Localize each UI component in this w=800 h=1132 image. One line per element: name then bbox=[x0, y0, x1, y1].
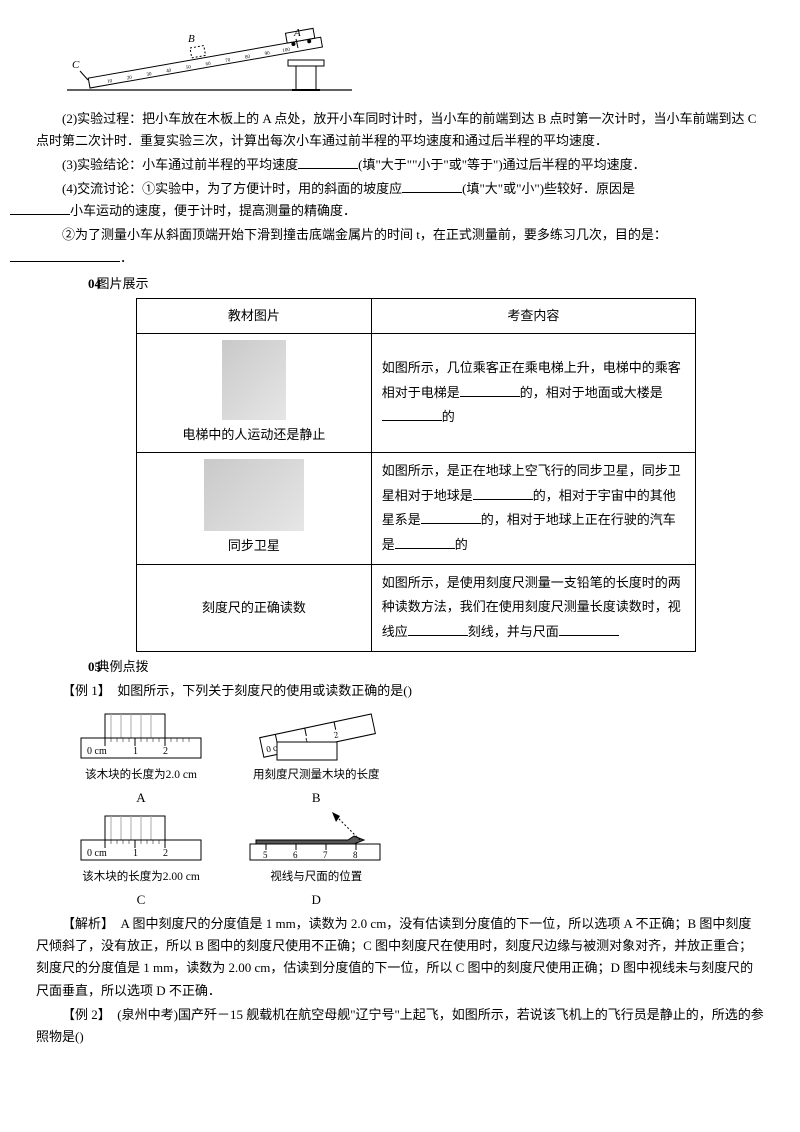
opt-d-letter: D bbox=[231, 889, 401, 911]
q4-blank3[interactable] bbox=[10, 249, 120, 262]
row1-content: 如图所示，几位乘客正在乘电梯上升，电梯中的乘客相对于电梯是的，相对于地面或大楼是… bbox=[371, 333, 695, 452]
q2-text: (2)实验过程：把小车放在木板上的 A 点处，放开小车同时计时，当小车的前端到达… bbox=[36, 108, 764, 152]
q3-post: (填"大于""小于"或"等于")通过后半程的平均速度． bbox=[358, 157, 646, 172]
row3-blank2[interactable] bbox=[559, 623, 619, 636]
q3-blank[interactable] bbox=[298, 156, 358, 169]
opt-d-cap: 视线与尺面的位置 bbox=[231, 868, 401, 888]
example-1: 【例 1】 如图所示，下列关于刻度尺的使用或读数正确的是() bbox=[36, 680, 764, 702]
opt-b-cap: 用刻度尺测量木块的长度 bbox=[231, 766, 401, 786]
row2-d: 的 bbox=[455, 537, 468, 552]
row1-blank2[interactable] bbox=[382, 408, 442, 421]
section-05: 05 典例点拨 bbox=[36, 656, 764, 678]
section-04: 04 图片展示 bbox=[36, 273, 764, 295]
opt-b-letter: B bbox=[231, 787, 401, 809]
label-b: B bbox=[188, 33, 195, 45]
row2-blank1[interactable] bbox=[473, 487, 533, 500]
ruler-options: 0 cm 1 2 该木块的长度为2.0 cm A 0 cm 1 2 bbox=[56, 708, 764, 911]
analysis: 【解析】 A 图中刻度尺的分度值是 1 mm，读数为 2.0 cm，没有估读到分… bbox=[36, 913, 764, 1001]
table-row: 同步卫星 如图所示，是正在地球上空飞行的同步卫星，同步卫星相对于地球是的，相对于… bbox=[137, 452, 696, 564]
row1-b: 的，相对于地面或大楼是 bbox=[520, 385, 663, 400]
q4-line2-text: ②为了测量小车从斜面顶端开始下滑到撞击底端金属片的时间 t，在正式测量前，要多练… bbox=[62, 227, 667, 242]
svg-text:6: 6 bbox=[293, 850, 298, 860]
option-b: 0 cm 1 2 用刻度尺测量木块的长度 B bbox=[231, 708, 401, 810]
ex2-label: 【例 2】 bbox=[62, 1007, 104, 1022]
opt-a-letter: A bbox=[56, 787, 226, 809]
ex2-text: (泉州中考)国产歼－15 舰载机在航空母舰"辽宁号"上起飞，如图所示，若说该飞机… bbox=[36, 1007, 764, 1044]
q4-blank2[interactable] bbox=[10, 202, 70, 215]
q3-text: (3)实验结论：小车通过前半程的平均速度 (填"大于""小于"或"等于")通过后半… bbox=[36, 154, 764, 176]
ex1-label: 【例 1】 bbox=[62, 683, 104, 698]
sec05-title: 典例点拨 bbox=[96, 659, 148, 674]
svg-text:1: 1 bbox=[133, 848, 138, 859]
example-2: 【例 2】 (泉州中考)国产歼－15 舰载机在航空母舰"辽宁号"上起飞，如图所示… bbox=[36, 1004, 764, 1048]
q4-line1-post: 小车运动的速度，便于计时，提高测量的精确度． bbox=[70, 203, 356, 218]
svg-text:2: 2 bbox=[163, 746, 168, 757]
table-row: 电梯中的人运动还是静止 如图所示，几位乘客正在乘电梯上升，电梯中的乘客相对于电梯… bbox=[137, 333, 696, 452]
opt-c-letter: C bbox=[56, 889, 226, 911]
q4-line1: (4)交流讨论：①实验中，为了方便计时，用的斜面的坡度应 (填"大"或"小")些较… bbox=[36, 178, 764, 222]
row1-c: 的 bbox=[442, 409, 455, 424]
table-row: 刻度尺的正确读数 如图所示，是使用刻度尺测量一支铅笔的长度时的两种读数方法，我们… bbox=[137, 564, 696, 651]
opt-c-cap: 该木块的长度为2.00 cm bbox=[56, 868, 226, 888]
sec04-no: 04 bbox=[62, 273, 93, 295]
row2-caption: 同步卫星 bbox=[147, 535, 361, 557]
q4-blank1[interactable] bbox=[402, 180, 462, 193]
label-c: C bbox=[72, 59, 80, 71]
option-d: 5 6 7 8 视线与尺面的位置 D bbox=[231, 810, 401, 912]
svg-text:0 cm: 0 cm bbox=[87, 848, 107, 859]
svg-text:2: 2 bbox=[163, 848, 168, 859]
svg-text:1: 1 bbox=[133, 746, 138, 757]
svg-text:0 cm: 0 cm bbox=[87, 746, 107, 757]
row3-blank1[interactable] bbox=[408, 623, 468, 636]
row3-content: 如图所示，是使用刻度尺测量一支铅笔的长度时的两种读数方法，我们在使用刻度尺测量长… bbox=[371, 564, 695, 651]
option-a: 0 cm 1 2 该木块的长度为2.0 cm A bbox=[56, 708, 226, 810]
svg-text:8: 8 bbox=[353, 850, 358, 860]
th-left: 教材图片 bbox=[137, 298, 372, 333]
row1-blank1[interactable] bbox=[460, 384, 520, 397]
sec04-title: 图片展示 bbox=[96, 276, 148, 291]
row3-caption: 刻度尺的正确读数 bbox=[147, 575, 361, 641]
row2-content: 如图所示，是正在地球上空飞行的同步卫星，同步卫星相对于地球是的，相对于宇宙中的其… bbox=[371, 452, 695, 564]
analysis-text: A 图中刻度尺的分度值是 1 mm，读数为 2.0 cm，没有估读到分度值的下一… bbox=[36, 916, 753, 997]
satellite-image bbox=[204, 459, 304, 531]
elevator-image bbox=[222, 340, 286, 420]
label-a: A bbox=[293, 27, 301, 39]
row1-caption: 电梯中的人运动还是静止 bbox=[147, 424, 361, 446]
option-c: 0 cm 1 2 该木块的长度为2.00 cm C bbox=[56, 810, 226, 912]
image-table: 教材图片 考查内容 电梯中的人运动还是静止 如图所示，几位乘客正在乘电梯上升，电… bbox=[136, 298, 696, 652]
ramp-diagram: 102030 405060 708090 100 A B C bbox=[62, 18, 362, 98]
q4-line2: ②为了测量小车从斜面顶端开始下滑到撞击底端金属片的时间 t，在正式测量前，要多练… bbox=[36, 224, 764, 268]
svg-text:5: 5 bbox=[263, 850, 268, 860]
q4-line1-mid: (填"大"或"小")些较好．原因是 bbox=[462, 181, 635, 196]
th-right: 考查内容 bbox=[371, 298, 695, 333]
q4-line2-end: ． bbox=[120, 250, 133, 265]
q3-pre: (3)实验结论：小车通过前半程的平均速度 bbox=[62, 157, 298, 172]
opt-a-cap: 该木块的长度为2.0 cm bbox=[56, 766, 226, 786]
svg-text:7: 7 bbox=[323, 850, 328, 860]
row2-blank3[interactable] bbox=[395, 536, 455, 549]
row2-blank2[interactable] bbox=[421, 511, 481, 524]
sec05-no: 05 bbox=[62, 656, 93, 678]
row3-b: 刻线，并与尺面 bbox=[468, 624, 559, 639]
analysis-label: 【解析】 bbox=[62, 916, 108, 931]
q4-line1-pre: (4)交流讨论：①实验中，为了方便计时，用的斜面的坡度应 bbox=[62, 181, 402, 196]
ex1-text: 如图所示，下列关于刻度尺的使用或读数正确的是() bbox=[117, 683, 412, 698]
